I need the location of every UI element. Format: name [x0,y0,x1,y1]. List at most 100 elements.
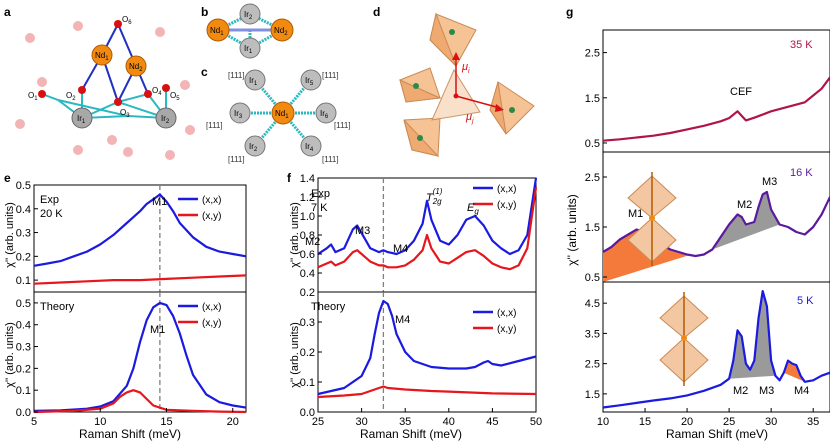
legend-label: (x,x) [202,195,221,206]
chart-f-experiment: 0.2 0.4 0.6 0.8 1.0 1.2 1.4 (x,x) (x,y) [300,173,538,299]
y-tick-label: 0.1 [300,377,315,389]
g-16k-m1-label: M1 [628,208,643,220]
series-line-5 K [602,290,830,409]
x-tick-label: 45 [486,416,498,428]
f-m4-label: M4 [393,243,408,255]
ir3-label: Ir3 [234,109,243,120]
y-tick-label: 0.8 [300,230,315,242]
y-tick-label: 0.2 [300,347,315,359]
o5-atom [162,84,170,92]
y-tick-label: 0.3 [300,317,315,329]
o3-label: O3 [120,108,130,119]
m2-m3-shaded-area [712,192,780,250]
ir2-atom [244,135,266,157]
g-xaxis-title: Raman Shift (meV) [666,427,768,441]
y-tick-label: 1.0 [300,211,315,223]
panel-label-a: a [4,5,11,19]
x-tick-label: 15 [639,416,651,428]
series-line-(x,x) [317,299,537,396]
panel-label-b: b [201,5,208,19]
y-tick-label: 0.4 [300,268,315,280]
ir1-label: Ir1 [244,44,253,55]
e-exp-title: Exp [40,194,59,206]
ir5-atom [300,69,322,91]
bond [57,99,129,117]
o6-atom [114,20,122,28]
bipyramid-center [681,335,687,341]
ir4-atom [300,135,322,157]
ir1-atom [244,69,266,91]
legend-label: (x,y) [497,324,516,335]
ir5-label: Ir5 [305,76,314,87]
e-exp-yaxis-title: χ'' (arb. units) [4,202,16,268]
x-tick-label: 30 [765,416,777,428]
f-t2g-label: T2g(1) [426,187,443,206]
ir4-label: Ir4 [305,142,314,153]
g-16k-m3-label: M3 [762,176,777,188]
y-tick-label: 0.5 [16,180,31,192]
y-tick-label: 2.5 [585,359,600,371]
bg-atom [15,119,25,129]
panel-label-g: g [566,5,573,19]
structure-a: O6 Nd1 Nd2 O1 O2 O3 O4 O5 Ir1 Ir2 [15,15,195,160]
x-tick-label: 15 [160,416,172,428]
x-tick-label: 20 [681,416,693,428]
dir-label: [111] [206,121,223,130]
e-theory-yaxis-title: χ'' (arb. units) [4,322,16,388]
ir1-atom [71,107,93,129]
series-line-(x,y) [33,274,247,285]
bg-atom [37,77,47,87]
y-tick-label: 0.0 [300,407,315,419]
x-tick-label: 10 [597,416,609,428]
y-tick-label: 0.3 [16,342,31,354]
ir6-label: Ir6 [320,109,329,120]
y-tick-label: 4.5 [585,298,600,310]
y-tick-label: 0.6 [300,249,315,261]
y-tick-label: 1.5 [585,389,600,401]
o5-label: O5 [170,91,180,102]
series-line-(x,y) [317,187,538,271]
ir2-atom [155,107,177,129]
bg-atom [73,21,83,31]
dir-label: [111] [334,121,351,130]
bond-path [41,92,169,120]
g-35k-label: 35 K [790,39,813,51]
y-tick-label: 2.5 [585,48,600,60]
center-atom [417,135,423,141]
y-tick-label: 1.5 [585,93,600,105]
y-tick-label: 0.1 [16,385,31,397]
f-exp-condition: 7 K [311,202,328,214]
y-tick-label: 2.5 [585,172,600,184]
site-dot [453,93,459,99]
f-theory-yaxis-title: χ'' (arb. units) [289,322,301,388]
o2-atom [78,86,86,94]
x-tick-label: 5 [31,416,37,428]
x-tick-label: 30 [355,416,367,428]
chart-g-5k: 1.5 2.5 3.5 4.5 10 15 20 25 30 35 [585,281,830,428]
chart-f-theory: 0.0 0.1 0.2 0.3 25 30 35 40 45 50 (x,x) (x,y) [300,291,542,428]
bg-atom [155,27,165,37]
series-line-(x,x) [33,193,247,267]
y-tick-label: 1.4 [300,173,315,185]
f-m3-label: M3 [355,225,370,237]
legend-label: (x,x) [202,302,221,313]
g-5k-label: 5 K [797,295,814,307]
y-tick-label: 1.2 [300,192,315,204]
m2-m3-shaded-area [729,291,776,379]
ir2-atom [239,3,261,25]
y-tick-label: 3.5 [585,328,600,340]
y-tick-label: 0.1 [16,275,31,287]
oxygen-atoms [38,20,170,106]
f-m2-label: M2 [305,236,320,248]
series-line-(x,y) [317,385,537,399]
y-tick-label: 1.5 [585,222,600,234]
x-tick-label: 35 [807,416,819,428]
e-exp-m1-label: M1 [152,196,167,208]
y-tick-label: 0.2 [16,363,31,375]
bg-atom [123,147,133,157]
e-xaxis-title: Raman Shift (meV) [79,427,181,441]
tetrahedron-centers [413,29,515,141]
legend-label: (x,y) [202,318,221,329]
y-tick-label: 0.5 [585,138,600,150]
